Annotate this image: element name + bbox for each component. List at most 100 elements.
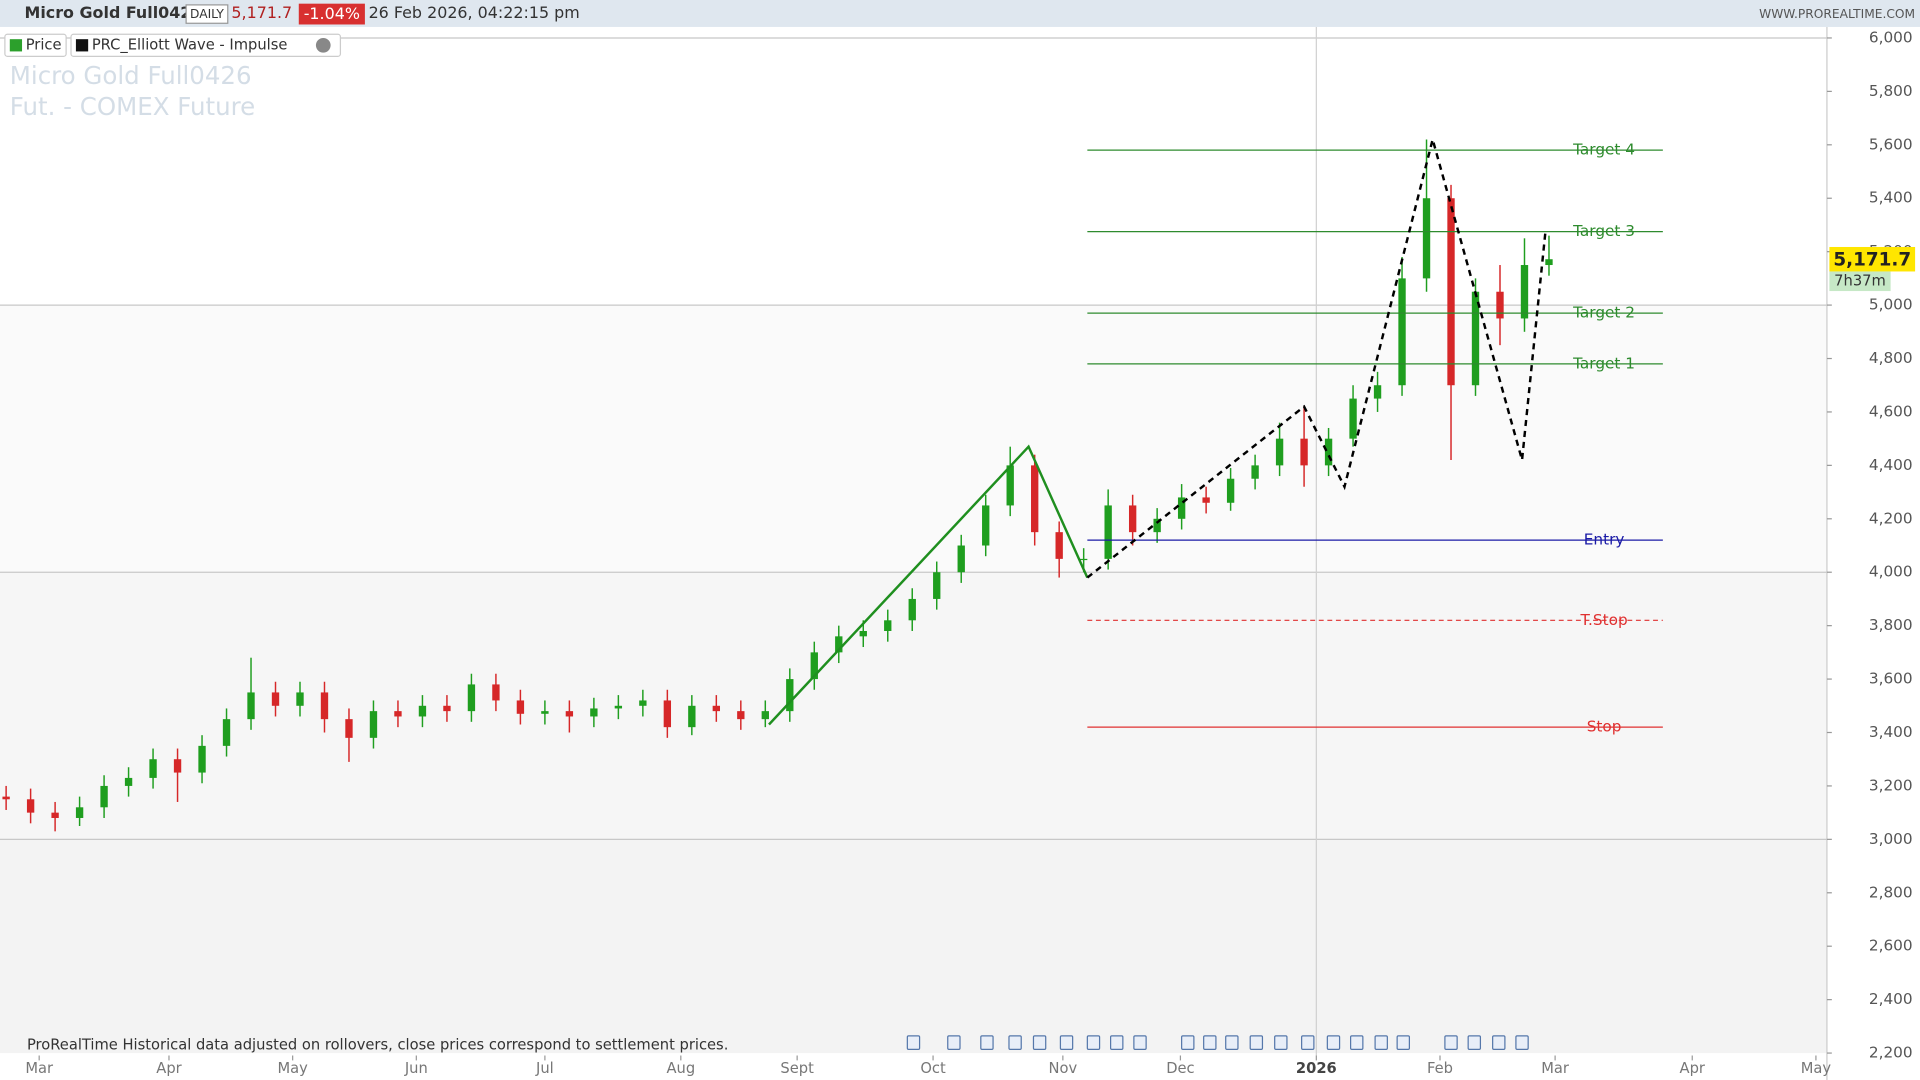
band	[0, 26, 1827, 38]
datetime: 26 Feb 2026, 04:22:15 pm	[369, 3, 580, 22]
candle-body	[1349, 398, 1357, 439]
x-tick-label: 2026	[1296, 1060, 1337, 1077]
candle-body	[467, 684, 476, 712]
candle-body	[1496, 291, 1504, 319]
level-label: Stop	[1587, 718, 1622, 736]
site: WWW.PROREALTIME.COM	[1759, 7, 1915, 21]
candle-body	[639, 700, 647, 706]
period-box	[185, 4, 229, 24]
candle-body	[810, 652, 818, 680]
band	[0, 305, 1827, 573]
level-label: Target 4	[1572, 141, 1635, 159]
candle-body	[1177, 497, 1186, 519]
candle-body	[663, 700, 672, 728]
period: DAILY	[190, 7, 224, 21]
x-tick-label: Aug	[666, 1060, 695, 1077]
event-icon	[1225, 1035, 1239, 1050]
y-tick-label: 3,400	[1869, 723, 1913, 741]
candle-body	[51, 812, 59, 818]
candle-body	[149, 759, 157, 778]
watermark: Fut. - COMEX Future	[10, 92, 255, 121]
x-tick-label: Feb	[1427, 1060, 1453, 1077]
y-tick-label: 3,600	[1869, 670, 1913, 688]
y-tick-label: 3,200	[1869, 776, 1913, 794]
event-icon	[1444, 1035, 1458, 1050]
event-icon	[1032, 1035, 1047, 1050]
candle-body	[173, 759, 182, 773]
candle-body	[982, 505, 990, 546]
candle-body	[271, 692, 280, 706]
event-icon	[1492, 1035, 1506, 1050]
x-tick-label: Jun	[404, 1060, 428, 1077]
y-tick-label: 2,800	[1869, 883, 1913, 901]
x-tick-label: Mar	[1541, 1060, 1570, 1077]
candle-body	[688, 705, 696, 728]
x-tick-label: Apr	[156, 1060, 182, 1077]
candle-body	[786, 679, 794, 712]
watermark: Micro Gold Full0426	[10, 61, 252, 90]
x-tick-label: Sept	[780, 1060, 814, 1077]
countdown-badge	[1829, 271, 1891, 292]
candle-body	[1006, 465, 1014, 506]
candle-body	[320, 692, 329, 720]
y-tick-label: 4,800	[1869, 349, 1913, 367]
y-tick-label: 5,400	[1869, 189, 1913, 207]
event-icon	[1467, 1035, 1482, 1050]
y-tick-label: 5,600	[1869, 135, 1913, 153]
candle-body	[247, 692, 255, 720]
x-tick-label: Jul	[535, 1060, 554, 1077]
event-icon	[1301, 1035, 1315, 1050]
y-tick-label: 3,800	[1869, 616, 1913, 634]
event-icon	[1133, 1035, 1147, 1050]
event-icon	[1274, 1035, 1288, 1050]
candle-body	[1275, 438, 1284, 466]
price-badge-label: 5,171.7	[1833, 249, 1911, 270]
legend-icon	[9, 39, 23, 52]
candle-body	[1226, 478, 1235, 503]
candle-body	[26, 799, 35, 813]
candle-body	[1545, 259, 1553, 266]
candle-body	[1153, 518, 1161, 533]
candle-body	[443, 705, 451, 712]
candle-body	[565, 711, 574, 717]
wave-line	[768, 444, 1089, 726]
candle-body	[1520, 265, 1529, 319]
close-icon[interactable]	[315, 37, 331, 53]
instrument: Micro Gold Full0426	[24, 3, 202, 22]
candle-body	[1324, 438, 1333, 466]
candle-body	[369, 711, 378, 738]
candle-body	[516, 700, 525, 714]
candle-body	[835, 636, 843, 653]
candle-body	[1373, 385, 1382, 399]
legend-box[interactable]	[70, 33, 342, 57]
candle-body	[761, 711, 769, 720]
candle-body	[124, 777, 133, 786]
candle-body	[2, 796, 10, 800]
event-icon	[1350, 1035, 1364, 1050]
candle-body	[492, 684, 500, 701]
event-icon	[1374, 1035, 1388, 1050]
footer-note: ProRealTime Historical data adjusted on …	[27, 1037, 728, 1054]
change-box	[298, 3, 365, 25]
event-icon	[1181, 1035, 1195, 1050]
y-tick-label: 5,000	[1869, 296, 1913, 314]
event-icon	[1059, 1035, 1074, 1050]
x-tick-label: Apr	[1680, 1060, 1706, 1077]
candle-body	[1031, 465, 1039, 533]
event-icon	[1396, 1035, 1410, 1050]
level-label: Target 3	[1572, 222, 1635, 240]
y-tick-label: 4,200	[1869, 509, 1913, 527]
x-tick-label: Mar	[25, 1060, 54, 1077]
candle-body	[1128, 505, 1137, 533]
event-icon	[1008, 1035, 1022, 1050]
x-tick-label: May	[277, 1060, 308, 1077]
candle-body	[933, 572, 941, 599]
x-tick-label: Oct	[920, 1060, 946, 1077]
event-icon	[906, 1035, 921, 1050]
y-tick-label: 2,600	[1869, 937, 1913, 955]
candle-body	[100, 785, 108, 808]
candle-body	[859, 630, 867, 637]
candle-body	[198, 745, 206, 773]
candle-body	[418, 705, 427, 717]
